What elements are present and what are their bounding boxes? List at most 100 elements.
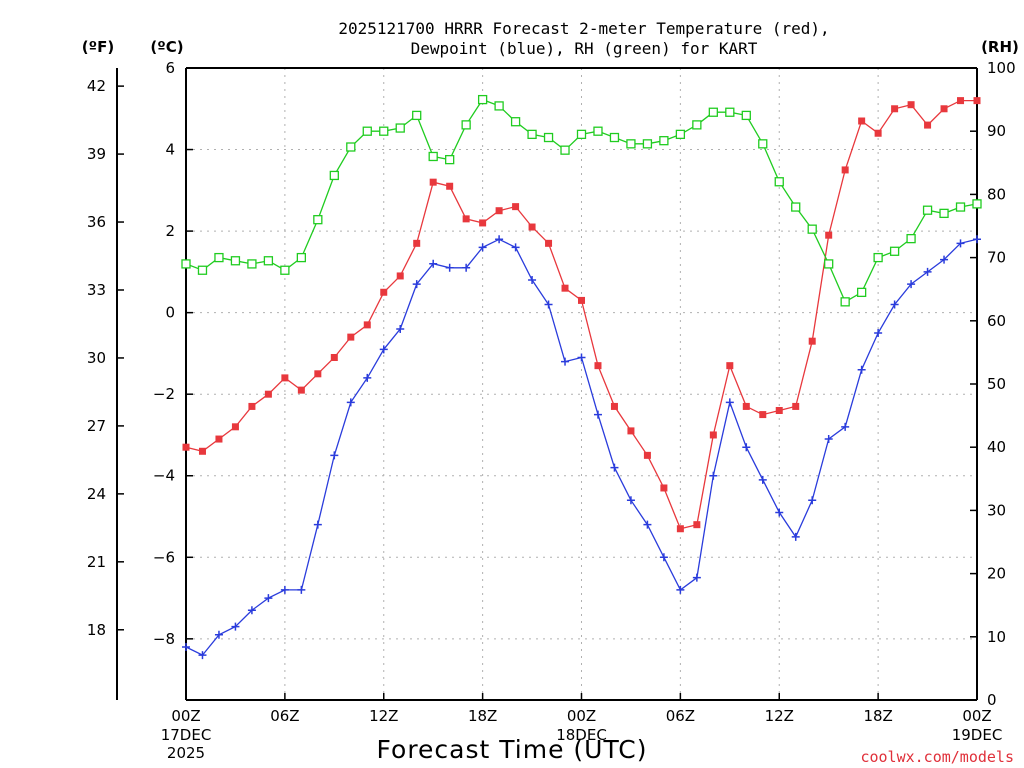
temperature-point [874, 129, 882, 137]
fahrenheit-tick-label: 30 [87, 349, 106, 367]
temperature-point [182, 443, 190, 451]
x-tick-label: 00Z [567, 707, 596, 725]
dewpoint-point [758, 475, 767, 484]
temperature-point [610, 402, 618, 410]
rh-point [692, 120, 702, 130]
rh-point [395, 123, 405, 133]
rh-point [527, 129, 537, 140]
rh-point [428, 151, 438, 162]
rh-point [593, 126, 603, 136]
dewpoint-point [907, 280, 916, 289]
dewpoint-point [495, 235, 504, 244]
temperature-point [248, 402, 256, 410]
dewpoint-point [709, 471, 718, 480]
dewpoint-point [214, 630, 223, 639]
rh-tick-label: 100 [987, 59, 1016, 77]
dewpoint-point [379, 345, 388, 354]
dewpoint-point [593, 410, 602, 419]
fahrenheit-tick-label: 24 [87, 485, 106, 503]
dewpoint-point [462, 263, 471, 272]
rh-point [791, 202, 801, 212]
dewpoint-point [528, 276, 537, 285]
x-tick-label: 00Z [962, 707, 991, 725]
temperature-point [231, 423, 239, 431]
rh-point [906, 233, 916, 244]
dewpoint-point [890, 300, 899, 309]
rh-point [362, 126, 372, 136]
celsius-tick-label: 6 [165, 59, 175, 77]
dewpoint-point [775, 508, 784, 517]
rh-point [824, 259, 834, 269]
dewpoint-point [610, 463, 619, 472]
rh-point [642, 139, 653, 149]
celsius-tick-label: 2 [165, 222, 175, 240]
dewpoint-point [923, 267, 932, 276]
rh-point [230, 256, 241, 266]
x-tick-date-label: 19DEC [952, 726, 1003, 744]
temperature-point [660, 484, 668, 492]
celsius-tick-label: −8 [153, 630, 175, 648]
temperature-point [594, 362, 602, 370]
grid-lines [186, 68, 977, 700]
dewpoint-point [940, 255, 949, 264]
rh-point [445, 154, 455, 165]
dewpoint-point [544, 300, 553, 309]
temperature-point [891, 105, 899, 113]
dewpoint-point [956, 239, 965, 248]
temperature-point [676, 525, 684, 533]
dewpoint-point [824, 435, 833, 444]
dewpoint-point [247, 606, 256, 615]
celsius-unit-label: (ºC) [150, 38, 183, 56]
rh-point [346, 142, 356, 152]
temperature-point [264, 390, 272, 398]
fahrenheit-tick-label: 33 [87, 281, 106, 299]
temperature-point [512, 203, 520, 211]
temperature-point [198, 447, 206, 455]
rh-tick-label: 10 [987, 628, 1006, 646]
temperature-point [363, 321, 371, 329]
dewpoint-point [841, 422, 850, 431]
rh-point [725, 107, 735, 117]
fahrenheit-tick-label: 36 [87, 213, 106, 231]
temperature-point [924, 121, 932, 129]
celsius-tick-label: −4 [153, 467, 175, 485]
temperature-point [578, 296, 585, 304]
rh-point [510, 117, 521, 127]
temperature-point [330, 353, 338, 361]
temperature-point [825, 231, 833, 239]
temperature-point [561, 284, 569, 292]
temperature-point [347, 333, 355, 341]
rh-point [840, 297, 850, 307]
temperature-point [841, 166, 849, 174]
rh-point [708, 107, 718, 117]
celsius-tick-label: 4 [165, 141, 175, 159]
temperature-point [775, 407, 783, 415]
dewpoint-point [412, 280, 421, 289]
temperature-point [858, 117, 866, 125]
x-tick-label: 12Z [765, 707, 794, 725]
temperature-point [957, 97, 965, 105]
rh-tick-label: 20 [987, 565, 1006, 583]
axes [116, 67, 978, 701]
x-tick-label: 12Z [369, 707, 398, 725]
rh-point [774, 177, 784, 187]
rh-point [758, 139, 768, 149]
rh-point [609, 132, 620, 143]
temperature-point [627, 427, 635, 435]
rh-point [560, 145, 570, 155]
rh-point [972, 199, 982, 209]
dewpoint-point [297, 585, 306, 594]
rh-point [329, 170, 339, 181]
temperature-point [726, 362, 734, 370]
rh-point [379, 126, 389, 136]
dewpoint-point [561, 357, 570, 366]
rh-point [889, 246, 900, 256]
rh-tick-label: 40 [987, 438, 1006, 456]
dewpoint-point [808, 496, 817, 505]
dewpoint-point [626, 496, 635, 505]
fahrenheit-tick-label: 39 [87, 145, 106, 163]
rh-point [494, 101, 504, 111]
dewpoint-point [676, 585, 685, 594]
dewpoint-point [973, 235, 981, 244]
